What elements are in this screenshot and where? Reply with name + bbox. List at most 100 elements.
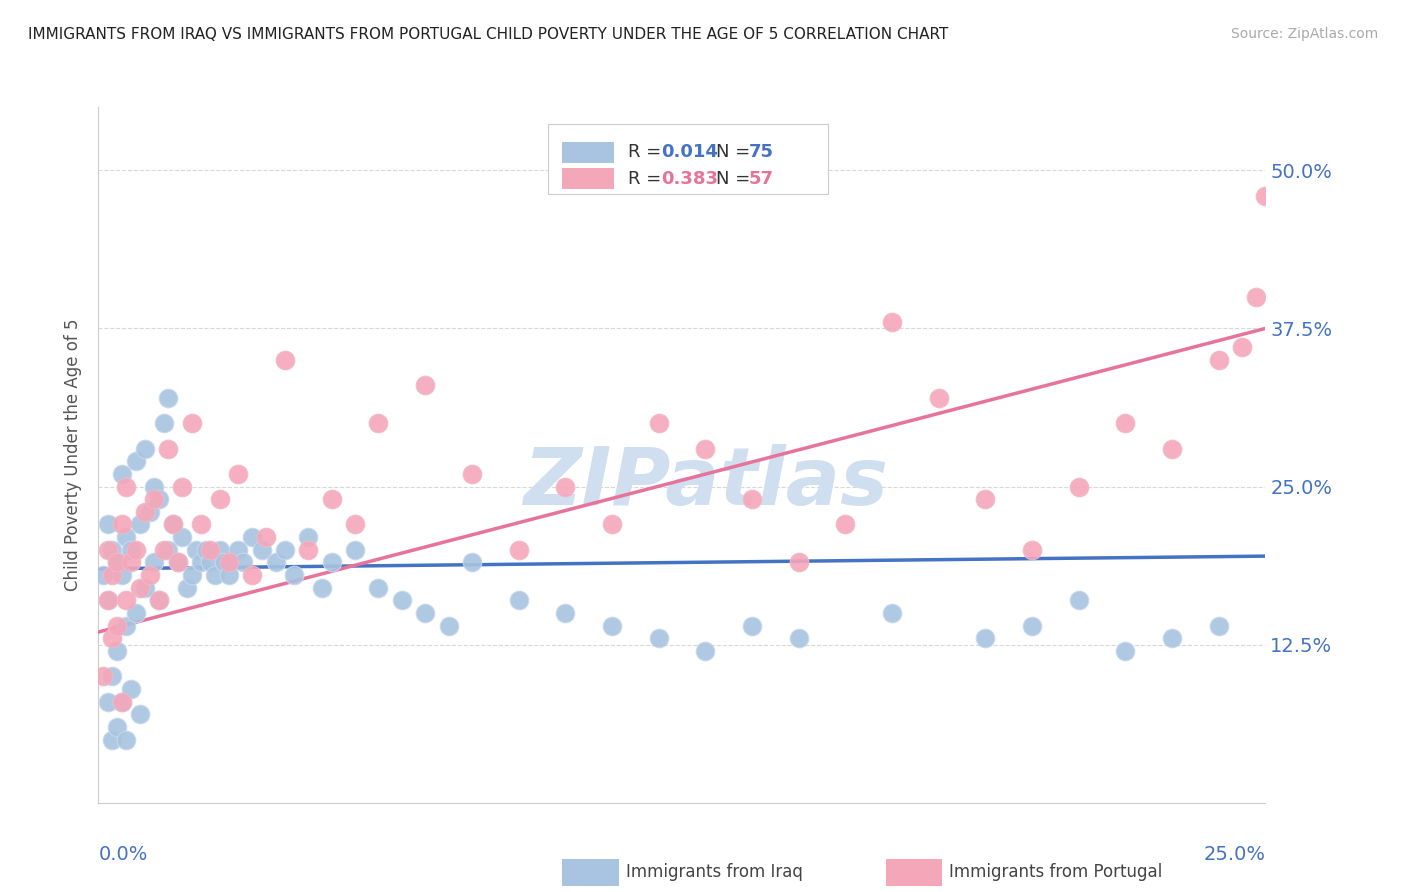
Text: 0.0%: 0.0%	[98, 845, 148, 863]
Y-axis label: Child Poverty Under the Age of 5: Child Poverty Under the Age of 5	[65, 318, 83, 591]
Point	[105, 644, 128, 658]
Point	[180, 568, 202, 582]
Point	[148, 593, 170, 607]
Point	[1067, 479, 1090, 493]
Point	[974, 492, 997, 507]
Point	[186, 542, 208, 557]
Text: N =: N =	[716, 144, 756, 161]
Point	[176, 581, 198, 595]
Point	[143, 479, 166, 493]
Point	[129, 517, 152, 532]
Point	[134, 442, 156, 456]
Point	[256, 530, 278, 544]
Point	[125, 454, 148, 468]
FancyBboxPatch shape	[562, 142, 614, 162]
Point	[1114, 644, 1136, 658]
Point	[101, 568, 124, 582]
Point	[134, 581, 156, 595]
Point	[242, 568, 264, 582]
Point	[97, 593, 120, 607]
Point	[101, 732, 124, 747]
Point	[200, 556, 222, 570]
Point	[190, 556, 212, 570]
Point	[928, 391, 950, 405]
Point	[297, 542, 319, 557]
Point	[157, 442, 180, 456]
Point	[125, 606, 148, 620]
Point	[974, 632, 997, 646]
Point	[200, 542, 222, 557]
Point	[461, 556, 484, 570]
Point	[120, 681, 142, 696]
Point	[695, 644, 717, 658]
Point	[143, 556, 166, 570]
Text: Immigrants from Portugal: Immigrants from Portugal	[949, 863, 1163, 881]
Point	[1208, 618, 1230, 632]
Point	[228, 467, 250, 481]
Point	[741, 492, 763, 507]
Point	[148, 593, 170, 607]
Point	[554, 606, 576, 620]
Point	[413, 606, 436, 620]
Point	[787, 632, 810, 646]
Point	[1161, 632, 1184, 646]
Point	[321, 556, 343, 570]
Point	[111, 695, 134, 709]
Point	[297, 530, 319, 544]
Point	[204, 568, 226, 582]
Point	[111, 467, 134, 481]
Point	[105, 556, 128, 570]
Point	[391, 593, 413, 607]
Point	[1254, 188, 1277, 202]
Point	[1244, 290, 1267, 304]
Point	[413, 378, 436, 392]
Point	[157, 542, 180, 557]
Point	[218, 568, 240, 582]
Point	[242, 530, 264, 544]
Point	[97, 593, 120, 607]
Point	[311, 581, 333, 595]
Text: N =: N =	[716, 169, 756, 187]
Point	[139, 505, 162, 519]
Point	[115, 618, 138, 632]
Point	[647, 417, 669, 431]
Point	[208, 542, 231, 557]
Point	[180, 417, 202, 431]
Point	[172, 479, 194, 493]
Point	[152, 542, 174, 557]
Point	[190, 517, 212, 532]
Point	[139, 568, 162, 582]
Text: 57: 57	[748, 169, 773, 187]
Text: Source: ZipAtlas.com: Source: ZipAtlas.com	[1230, 27, 1378, 41]
Point	[647, 632, 669, 646]
FancyBboxPatch shape	[548, 124, 828, 194]
Point	[97, 542, 120, 557]
Text: 0.383: 0.383	[661, 169, 718, 187]
Point	[880, 606, 903, 620]
Point	[129, 581, 152, 595]
Point	[787, 556, 810, 570]
Text: 0.014: 0.014	[661, 144, 718, 161]
Text: 75: 75	[748, 144, 773, 161]
Point	[834, 517, 856, 532]
Text: R =: R =	[628, 144, 668, 161]
Point	[152, 417, 174, 431]
Point	[125, 542, 148, 557]
Point	[143, 492, 166, 507]
Point	[105, 556, 128, 570]
Point	[91, 669, 114, 683]
Point	[600, 517, 623, 532]
Point	[111, 695, 134, 709]
Point	[344, 542, 367, 557]
Point	[695, 442, 717, 456]
Point	[105, 720, 128, 734]
Point	[162, 517, 184, 532]
Point	[232, 556, 254, 570]
Text: R =: R =	[628, 169, 668, 187]
Point	[1208, 353, 1230, 368]
Point	[101, 542, 124, 557]
Point	[1230, 340, 1253, 354]
Point	[214, 556, 236, 570]
Point	[367, 581, 389, 595]
Point	[344, 517, 367, 532]
